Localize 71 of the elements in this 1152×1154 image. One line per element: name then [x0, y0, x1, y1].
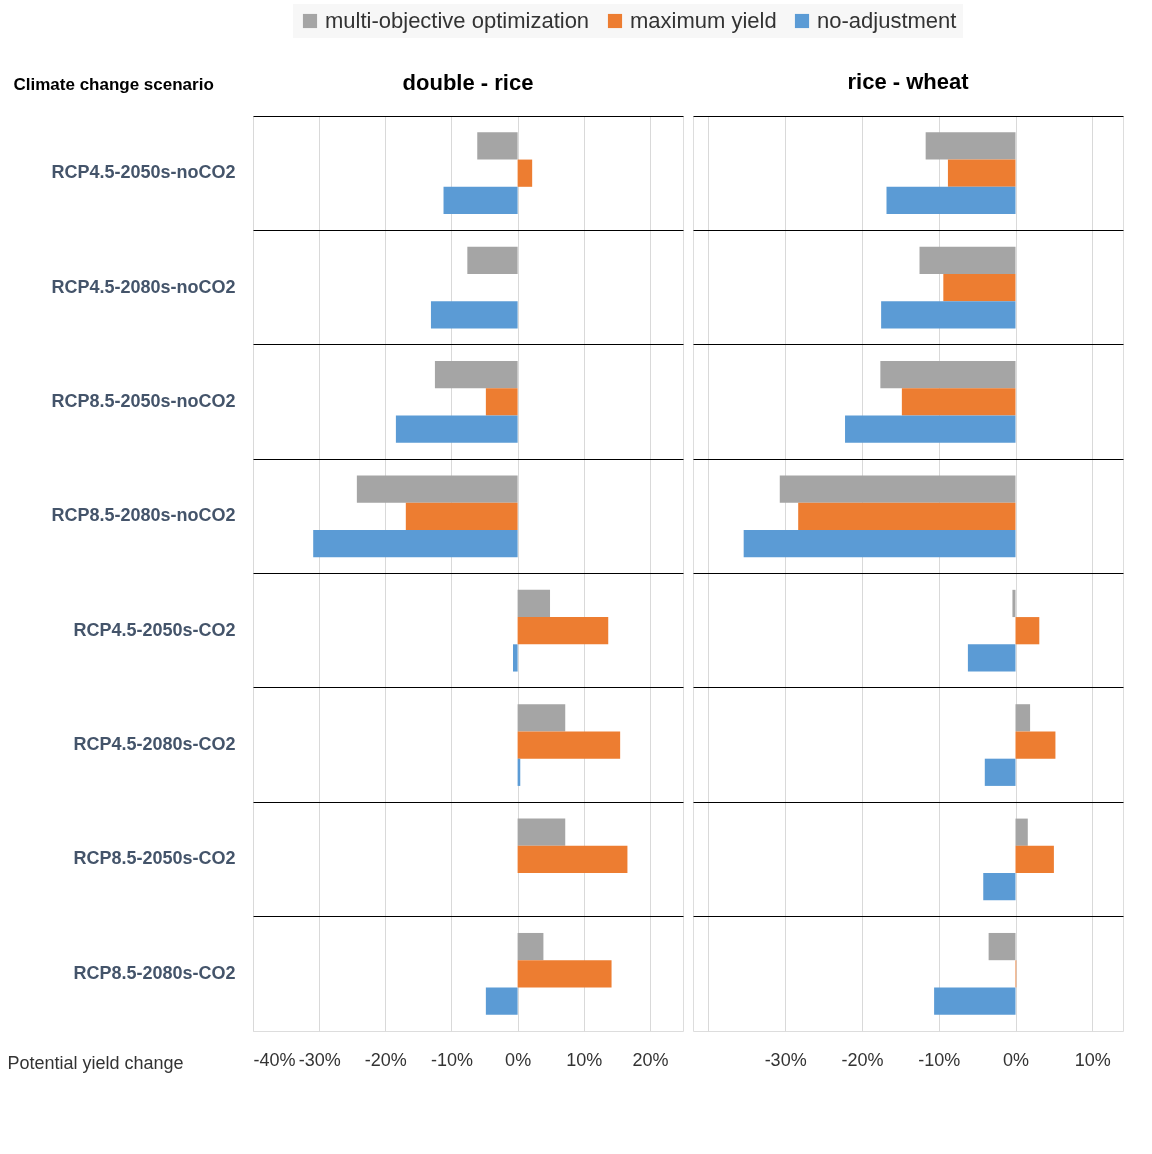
- x-tick-label: -30%: [298, 1049, 341, 1070]
- bar: [880, 361, 1016, 389]
- bar: [988, 932, 1016, 961]
- bar: [517, 159, 533, 187]
- bar: [845, 415, 1016, 443]
- bar: [356, 475, 518, 503]
- bar: [485, 987, 518, 1015]
- bar: [943, 273, 1016, 302]
- bar: [517, 845, 628, 874]
- bar: [517, 589, 551, 618]
- x-tick-label: -20%: [364, 1049, 407, 1070]
- y-tick-label: RCP8.5-2050s-CO2: [73, 848, 236, 869]
- bar: [443, 186, 518, 215]
- bar: [901, 388, 1016, 416]
- x-tick-label: -10%: [430, 1049, 473, 1070]
- bar: [983, 873, 1016, 901]
- y-tick-label: RCP4.5-2050s-noCO2: [51, 162, 236, 183]
- x-tick-label: -40%: [253, 1049, 296, 1070]
- bar: [1015, 845, 1054, 874]
- bar: [947, 159, 1016, 187]
- x-axis-title: Potential yield change: [7, 1052, 184, 1073]
- bar: [467, 246, 518, 274]
- bar: [984, 758, 1016, 786]
- bar: [485, 388, 518, 416]
- bar: [434, 361, 518, 389]
- bar: [779, 475, 1016, 503]
- bar: [477, 132, 518, 160]
- bar: [405, 502, 518, 530]
- x-tick-label: -20%: [841, 1049, 884, 1070]
- y-tick-label: RCP4.5-2080s-noCO2: [51, 276, 236, 297]
- bar: [881, 301, 1016, 329]
- x-tick-label: 0%: [505, 1049, 532, 1070]
- bar: [919, 246, 1016, 274]
- bar: [517, 731, 621, 759]
- bar: [1012, 589, 1016, 618]
- bar: [517, 704, 566, 732]
- bar: [517, 818, 566, 846]
- legend-label: no-adjustment: [817, 8, 957, 33]
- y-tick-label: RCP4.5-2050s-CO2: [73, 619, 236, 640]
- bar: [1015, 818, 1028, 846]
- y-tick-label: RCP8.5-2080s-noCO2: [51, 505, 236, 526]
- bar: [512, 644, 518, 672]
- bar: [517, 960, 612, 988]
- bar: [743, 529, 1016, 558]
- x-tick-label: 0%: [1002, 1049, 1030, 1070]
- legend-label: multi-objective optimization: [325, 8, 590, 33]
- y-tick-label: RCP8.5-2050s-noCO2: [51, 390, 236, 411]
- bar: [1015, 617, 1040, 645]
- legend-label: maximum yield: [630, 8, 777, 33]
- bar: [886, 186, 1016, 215]
- chart-title: double - rice: [402, 70, 534, 95]
- x-tick-label: -10%: [918, 1049, 961, 1070]
- x-tick-label: 10%: [1074, 1049, 1111, 1070]
- bar: [430, 301, 518, 329]
- bar: [934, 987, 1016, 1015]
- x-tick-label: -30%: [764, 1049, 807, 1070]
- bar: [517, 932, 544, 961]
- y-tick-label: RCP4.5-2080s-CO2: [73, 734, 236, 755]
- x-tick-label: 20%: [632, 1049, 669, 1070]
- bar: [1015, 731, 1056, 759]
- bar: [517, 617, 609, 645]
- chart-title: rice - wheat: [847, 69, 970, 94]
- bar: [798, 502, 1016, 530]
- y-axis-title: Climate change scenario: [13, 74, 214, 94]
- bar: [313, 529, 518, 558]
- y-tick-label: RCP8.5-2080s-CO2: [73, 962, 236, 983]
- bar: [967, 644, 1016, 672]
- bar: [1015, 704, 1031, 732]
- x-tick-label: 10%: [566, 1049, 603, 1070]
- bar: [395, 415, 518, 443]
- bar: [925, 132, 1016, 160]
